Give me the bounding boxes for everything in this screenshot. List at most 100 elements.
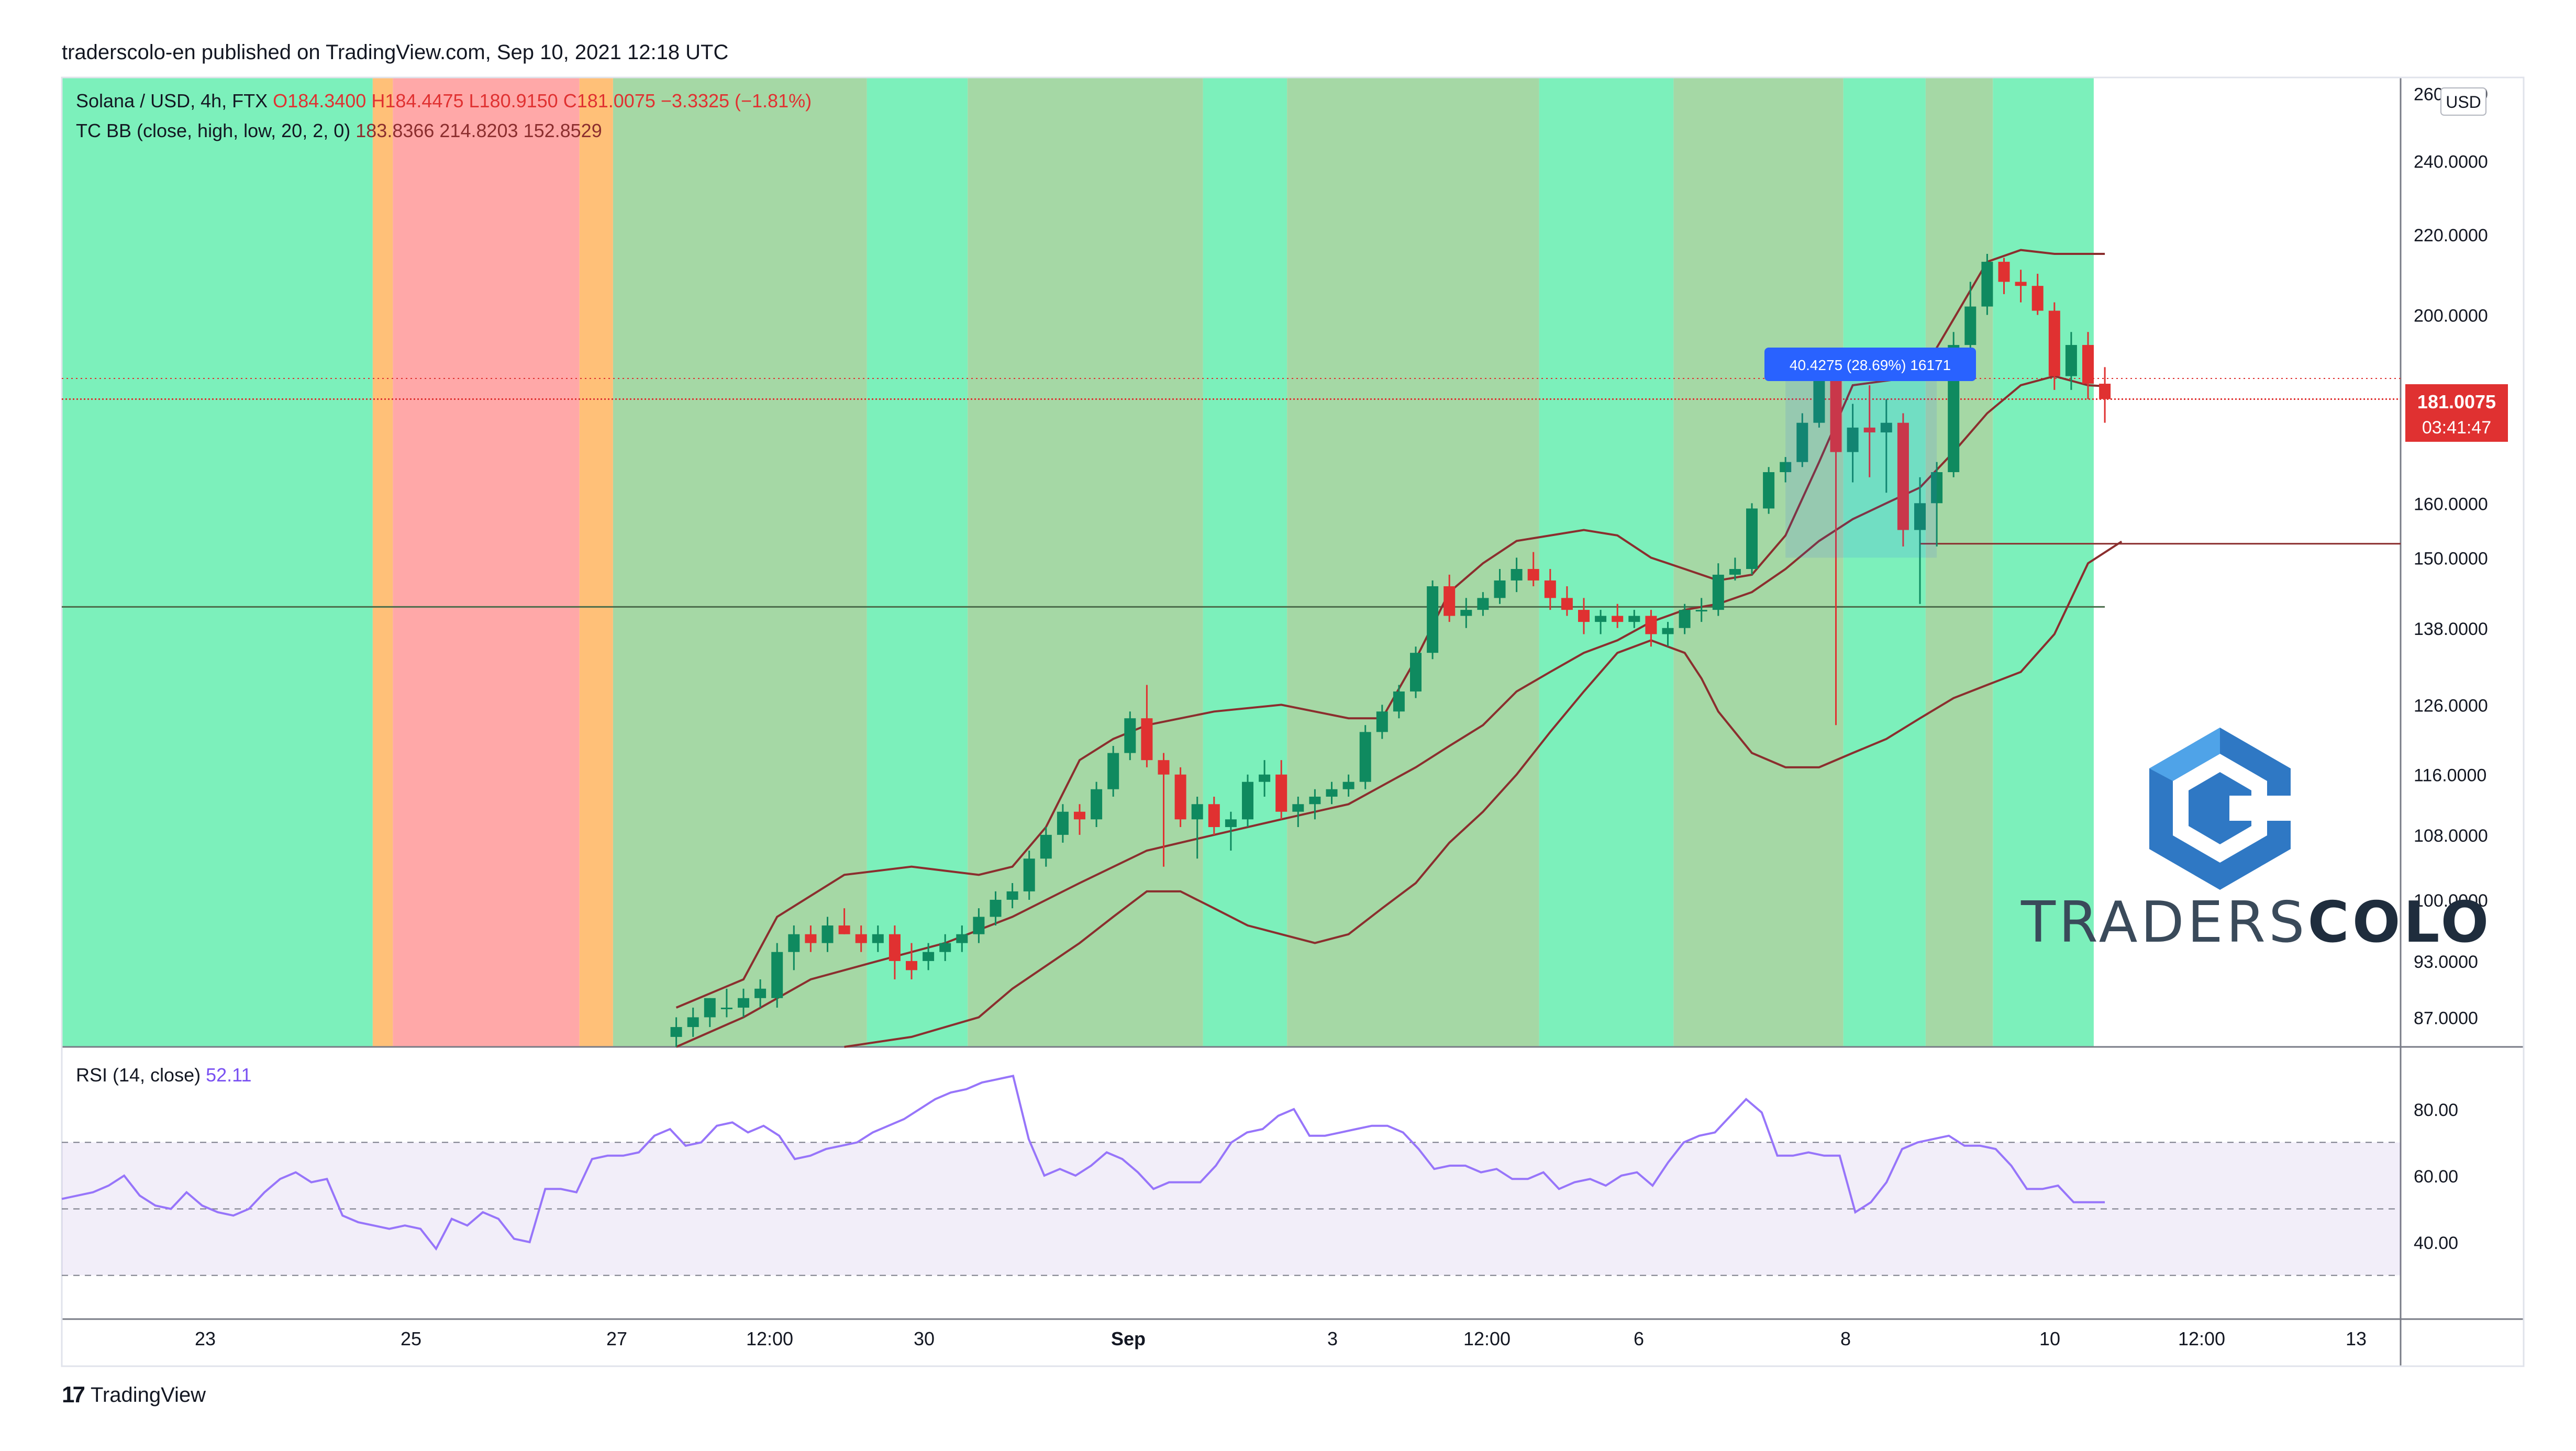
candle-body <box>771 952 783 998</box>
price-axis-label: 108.0000 <box>2414 826 2488 846</box>
candle-body <box>2048 310 2060 376</box>
candle <box>1897 413 1909 547</box>
candle <box>1074 804 1085 835</box>
currency-label: USD <box>2446 93 2481 111</box>
candle-body <box>1494 580 1506 598</box>
candle <box>1141 685 1153 767</box>
candle-body <box>1712 574 1724 610</box>
candle-body <box>821 925 834 943</box>
currency-badge[interactable] <box>2440 87 2486 116</box>
candle-body <box>1292 804 1304 812</box>
candle-body <box>872 934 884 943</box>
time-axis-label: 12:00 <box>746 1328 793 1349</box>
time-axis-label: 23 <box>195 1328 216 1349</box>
price-axis-label: 116.0000 <box>2414 766 2486 786</box>
candle-body <box>1612 616 1624 622</box>
candle-body <box>1880 422 1892 433</box>
candle-body <box>1393 691 1405 712</box>
candle <box>939 934 951 961</box>
candle-body <box>1477 598 1489 610</box>
candle-body <box>1998 262 2010 282</box>
candle <box>889 925 901 979</box>
candle <box>1242 774 1253 828</box>
candle-body <box>1359 732 1371 782</box>
candle <box>1158 753 1170 867</box>
candle <box>1511 557 1523 593</box>
candle <box>1679 604 1691 634</box>
candle <box>1040 827 1052 867</box>
candle <box>1309 789 1321 820</box>
candle-body <box>687 1017 699 1028</box>
legend-symbol: Solana / USD, 4h, FTX O184.3400 H184.447… <box>76 90 812 111</box>
candle-body <box>906 961 917 970</box>
candle-body <box>1225 819 1237 828</box>
candle <box>956 925 968 952</box>
candle-body <box>1662 628 1674 634</box>
candle <box>1612 604 1624 628</box>
zone-9 <box>1539 77 1674 1047</box>
candle <box>1342 774 1354 797</box>
price-axis-label: 160.0000 <box>2414 494 2488 514</box>
candle-body <box>1158 760 1170 775</box>
time-axis-label: 30 <box>914 1328 935 1349</box>
candle-body <box>2031 286 2044 311</box>
candle-body <box>1124 718 1136 753</box>
candle-body <box>1729 568 1741 575</box>
candle <box>1292 796 1304 828</box>
candle <box>687 1008 699 1037</box>
candle <box>872 925 884 952</box>
measure-box <box>1764 348 1976 381</box>
candle <box>1393 685 1405 719</box>
candle-body <box>1679 610 1691 628</box>
candle <box>788 925 800 970</box>
candle <box>1998 258 2010 294</box>
time-axis-label: 10 <box>2039 1328 2060 1349</box>
candle-body <box>1023 858 1035 891</box>
zone-3 <box>579 77 613 1047</box>
rsi-line <box>61 1075 2105 1251</box>
zone-4 <box>613 77 867 1047</box>
candle-body <box>670 1027 682 1037</box>
candle-body <box>1695 610 1707 612</box>
time-axis-label: 8 <box>1840 1328 1851 1349</box>
candle <box>1880 399 1892 493</box>
zone-10 <box>1673 77 1844 1047</box>
candle-body <box>1964 306 1977 345</box>
time-axis-label: 27 <box>606 1328 627 1349</box>
candle-body <box>1074 811 1085 820</box>
time-axis-label: 25 <box>401 1328 421 1349</box>
candle <box>670 1017 682 1047</box>
candle <box>1494 568 1506 604</box>
price-axis-label: 93.0000 <box>2414 952 2478 972</box>
candle <box>1427 580 1439 660</box>
candle <box>1729 557 1741 581</box>
candle-body <box>704 998 716 1018</box>
zone-13 <box>1993 77 2094 1047</box>
zone-11 <box>1843 77 1926 1047</box>
candle-body <box>1847 427 1859 452</box>
zone-6 <box>968 77 1203 1047</box>
candle <box>2065 332 2077 390</box>
candle <box>704 998 716 1028</box>
candle <box>1578 598 1590 634</box>
candle-body <box>1544 580 1556 598</box>
candle-body <box>1746 508 1758 569</box>
zone-5 <box>867 77 968 1047</box>
candle <box>1746 503 1758 575</box>
price-axis-label: 100.0000 <box>2414 891 2488 911</box>
candle <box>738 988 749 1018</box>
candle <box>1191 796 1203 859</box>
footer[interactable]: 17 TradingView <box>62 1382 206 1408</box>
time-axis-label: 3 <box>1327 1328 1338 1349</box>
candle <box>1225 811 1237 851</box>
candle <box>1796 413 1808 467</box>
footer-brand: TradingView <box>90 1383 206 1407</box>
candle <box>1208 796 1220 835</box>
candle <box>1863 385 1875 477</box>
candle-body <box>1259 774 1271 782</box>
candle-body <box>1527 568 1539 581</box>
zone-7 <box>1203 77 1287 1047</box>
candle <box>1444 574 1456 622</box>
candle <box>1662 622 1674 647</box>
